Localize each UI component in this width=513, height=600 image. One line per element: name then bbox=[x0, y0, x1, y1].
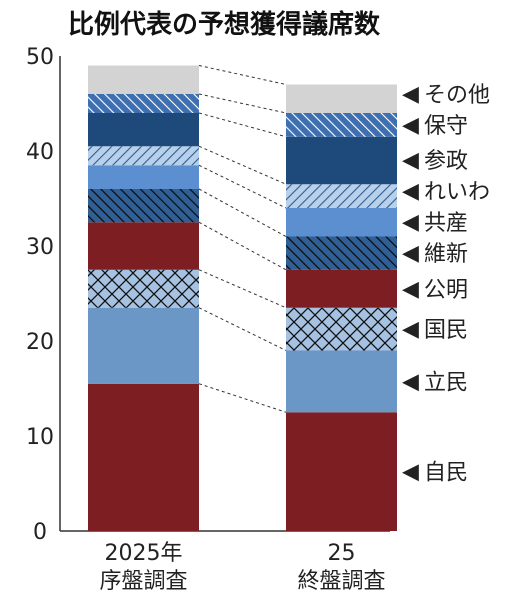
connector-line bbox=[198, 188, 287, 237]
legend-label: 公明 bbox=[424, 278, 468, 303]
bar-pattern-国民 bbox=[286, 307, 397, 351]
legend-marker-icon: ◀ bbox=[402, 113, 419, 138]
bar-segment-その他 bbox=[88, 65, 199, 94]
bar-pattern-保守 bbox=[286, 113, 397, 137]
bar-pattern-維新 bbox=[286, 236, 397, 270]
legend-marker-icon: ◀ bbox=[402, 460, 419, 485]
legend-label: 維新 bbox=[424, 242, 468, 267]
connector-lines bbox=[198, 65, 287, 413]
connector-line bbox=[198, 221, 287, 271]
bar-segment-参政 bbox=[286, 136, 397, 185]
connector-line bbox=[198, 65, 287, 85]
bar-segment-自民 bbox=[286, 412, 397, 531]
legend-marker-icon: ◀ bbox=[402, 317, 419, 342]
connector-line bbox=[198, 112, 287, 138]
x-tick-label: 序盤調査 bbox=[99, 569, 187, 594]
connector-line bbox=[198, 164, 287, 209]
bar-segment-参政 bbox=[88, 113, 199, 147]
bar-segment-公明 bbox=[286, 269, 397, 308]
legend-marker-icon: ◀ bbox=[402, 179, 419, 204]
bar-segment-立民 bbox=[88, 307, 199, 384]
legend-marker-icon: ◀ bbox=[402, 277, 419, 302]
bar-pattern-れいわ bbox=[88, 146, 199, 166]
legend-label: 自民 bbox=[424, 461, 468, 486]
bar-segment-その他 bbox=[286, 84, 397, 113]
bar-segment-共産 bbox=[88, 165, 199, 189]
legend: ◀ 自民◀ 立民◀ 国民◀ 公明◀ 維新◀ 共産◀ れいわ◀ 参政◀ 保守◀ その他 bbox=[402, 82, 490, 486]
bar-pattern-国民 bbox=[88, 269, 199, 308]
y-tick-label: 40 bbox=[26, 140, 54, 165]
legend-marker-icon: ◀ bbox=[402, 82, 419, 107]
bar-pattern-れいわ bbox=[286, 184, 397, 208]
connector-line bbox=[198, 307, 287, 351]
x-tick-label: 終盤調査 bbox=[297, 569, 385, 594]
bars bbox=[88, 65, 397, 531]
legend-marker-icon: ◀ bbox=[402, 148, 419, 173]
legend-label: その他 bbox=[424, 83, 490, 108]
y-tick-label: 30 bbox=[26, 235, 54, 260]
bar-segment-公明 bbox=[88, 222, 199, 270]
y-tick-label: 50 bbox=[26, 45, 54, 70]
bar-segment-共産 bbox=[286, 208, 397, 237]
legend-label: 保守 bbox=[424, 114, 468, 139]
legend-marker-icon: ◀ bbox=[402, 210, 419, 235]
y-tick-label: 10 bbox=[26, 425, 54, 450]
bar-segment-自民 bbox=[88, 383, 199, 531]
connector-line bbox=[198, 145, 287, 185]
connector-line bbox=[198, 93, 287, 114]
connector-line bbox=[198, 383, 287, 413]
y-tick-label: 0 bbox=[33, 520, 47, 545]
x-tick-label: 25 bbox=[328, 541, 356, 566]
bar-segment-立民 bbox=[286, 350, 397, 413]
bar-pattern-維新 bbox=[88, 189, 199, 223]
legend-label: 参政 bbox=[424, 149, 468, 174]
x-tick-label: 2025年 bbox=[105, 541, 183, 566]
legend-label: れいわ bbox=[424, 180, 490, 205]
legend-marker-icon: ◀ bbox=[402, 241, 419, 266]
chart-title: 比例代表の予想獲得議席数 bbox=[68, 9, 381, 40]
legend-label: 立民 bbox=[424, 370, 468, 395]
legend-label: 国民 bbox=[424, 318, 468, 343]
y-tick-label: 20 bbox=[26, 330, 54, 355]
legend-marker-icon: ◀ bbox=[402, 369, 419, 394]
bar-pattern-保守 bbox=[88, 94, 199, 113]
y-tick-labels: 0 10 20 30 40 50 bbox=[26, 45, 54, 545]
legend-label: 共産 bbox=[424, 211, 468, 236]
connector-line bbox=[198, 269, 287, 309]
